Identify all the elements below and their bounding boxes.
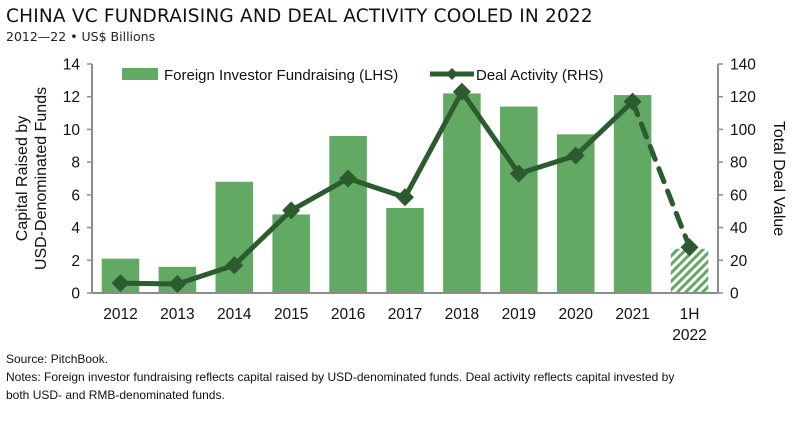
deal-activity-marker-3	[282, 201, 301, 220]
legend-marker-deal-activity	[446, 68, 458, 80]
deal-activity-line	[120, 89, 635, 287]
bar-5	[386, 207, 424, 293]
right-tick-label: 60	[730, 187, 748, 204]
deal-activity-marker-8	[566, 146, 585, 165]
y-axis-title: Capital Raised by	[14, 116, 31, 241]
bar-6	[443, 93, 481, 293]
left-tick-label: 6	[71, 187, 80, 204]
x-tick-label: 1H	[680, 306, 700, 323]
x-tick-label: 2016	[331, 306, 365, 323]
right-tick-label: 120	[730, 89, 756, 106]
deal-activity-marker-1	[168, 275, 187, 294]
right-tick-label: 140	[730, 57, 756, 74]
chart-title: CHINA VC FUNDRAISING AND DEAL ACTIVITY C…	[6, 6, 593, 27]
y-axis-title: USD-Denominated Funds	[33, 87, 50, 270]
right-tick-label: 20	[730, 253, 748, 270]
right-tick-label: 0	[730, 286, 739, 303]
x-tick-label: 2014	[217, 306, 252, 323]
bar-3	[272, 214, 310, 293]
right-tick-label: 40	[730, 220, 748, 237]
deal-activity-dashed-segment	[630, 99, 693, 250]
left-tick-label: 4	[71, 220, 80, 237]
source-text: Source: PitchBook.	[6, 352, 109, 366]
x-tick-label: 2020	[558, 306, 593, 323]
left-tick-label: 2	[71, 253, 80, 270]
chart-subtitle: 2012—22 • US$ Billions	[6, 29, 156, 44]
bar-2	[215, 181, 254, 293]
legend-label-fundraising: Foreign Investor Fundraising (LHS)	[164, 67, 398, 84]
right-tick-label: 100	[730, 122, 756, 139]
left-tick-label: 0	[71, 286, 80, 303]
x-tick-label: 2018	[445, 306, 479, 323]
bar-4	[329, 135, 367, 293]
deal-activity-marker-10	[680, 238, 699, 257]
left-tick-label: 14	[63, 57, 81, 74]
chart-notes: Source: PitchBook. Notes: Foreign invest…	[6, 350, 674, 404]
deal-activity-marker-6	[452, 82, 471, 101]
x-tick-label: 2012	[103, 306, 137, 323]
notes-line-2: both USD- and RMB-denominated funds.	[6, 388, 225, 402]
deal-activity-marker-4	[339, 169, 358, 188]
x-tick-label: 2013	[160, 306, 194, 323]
deal-activity-marker-2	[225, 256, 244, 275]
left-tick-label: 8	[71, 155, 80, 172]
x-tick-label: 2017	[388, 306, 422, 323]
x-tick-label: 2021	[615, 306, 649, 323]
x-tick-label: 2022	[672, 327, 706, 344]
left-tick-label: 10	[63, 122, 81, 139]
legend-swatch-fundraising	[122, 68, 158, 80]
right-tick-label: 80	[730, 155, 748, 172]
y2-axis-title: Total Deal Value	[770, 121, 787, 236]
x-tick-label: 2019	[502, 306, 536, 323]
notes-line-1: Notes: Foreign investor fundraising refl…	[6, 370, 675, 384]
deal-activity-marker-0	[111, 274, 130, 293]
deal-activity-marker-5	[396, 188, 414, 207]
left-tick-label: 12	[63, 89, 80, 106]
deal-activity-marker-7	[509, 164, 528, 183]
x-tick-label: 2015	[274, 306, 308, 323]
legend-label-deal-activity: Deal Activity (RHS)	[476, 67, 604, 84]
bar-9	[613, 95, 652, 293]
deal-activity-marker-9	[623, 92, 642, 111]
bar-7	[500, 106, 538, 294]
